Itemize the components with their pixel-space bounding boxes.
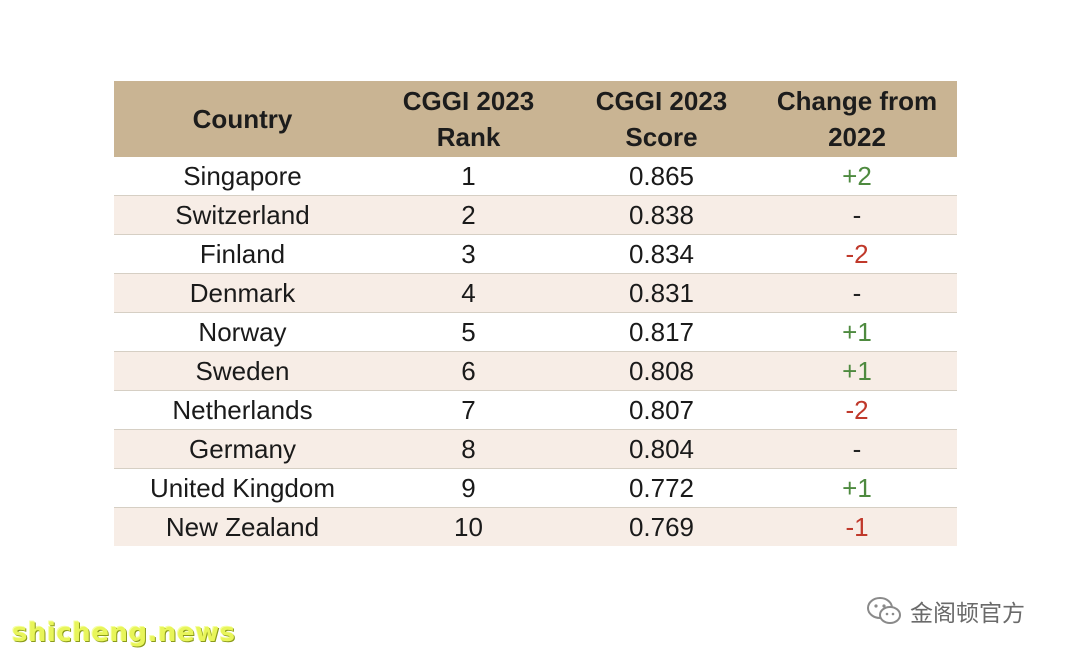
cell-score: 0.808 — [566, 351, 757, 391]
table-row: Denmark 4 0.831- — [114, 273, 957, 313]
cell-change: +1 — [757, 468, 957, 508]
cggi-ranking-table-container: Country CGGI 2023 Rank CGGI 2023 Score C… — [114, 81, 957, 546]
cell-score: 0.838 — [566, 195, 757, 235]
cell-rank: 1 — [371, 157, 566, 196]
table-row: United Kingdom 9 0.772 +1 — [114, 468, 957, 508]
table-row: Norway 5 0.817 +1 — [114, 312, 957, 352]
cell-rank: 6 — [371, 351, 566, 391]
cell-change: -2 — [757, 390, 957, 430]
header-change-line2: 2022 — [828, 122, 886, 152]
cell-change: +1 — [757, 312, 957, 352]
header-score-line1: CGGI 2023 — [595, 86, 728, 116]
cell-rank: 5 — [371, 312, 566, 352]
cell-country: Singapore — [114, 157, 371, 196]
table-header: Country CGGI 2023 Rank CGGI 2023 Score C… — [114, 81, 957, 157]
cell-score: 0.865 — [566, 157, 757, 196]
cell-country: United Kingdom — [114, 468, 371, 508]
cell-score: 0.831 — [566, 273, 757, 313]
cell-country: Germany — [114, 429, 371, 469]
cell-score: 0.769 — [566, 507, 757, 546]
header-score: CGGI 2023 Score — [566, 81, 757, 157]
cell-score: 0.807 — [566, 390, 757, 430]
cell-change: -2 — [757, 234, 957, 274]
cell-country: New Zealand — [114, 507, 371, 546]
table-row: Finland 3 0.834 -2 — [114, 234, 957, 274]
header-row: Country CGGI 2023 Rank CGGI 2023 Score C… — [114, 81, 957, 157]
cell-country: Denmark — [114, 273, 371, 313]
cell-rank: 2 — [371, 195, 566, 235]
cell-change: +2 — [757, 157, 957, 196]
table-row: Sweden 6 0.808 +1 — [114, 351, 957, 391]
cell-change: -1 — [757, 507, 957, 546]
header-country: Country — [114, 81, 371, 157]
cell-score: 0.834 — [566, 234, 757, 274]
header-rank-line1: CGGI 2023 — [402, 86, 535, 116]
table-row: Netherlands 7 0.807 -2 — [114, 390, 957, 430]
header-rank: CGGI 2023 Rank — [371, 81, 566, 157]
wechat-icon — [867, 597, 901, 624]
cell-score: 0.817 — [566, 312, 757, 352]
table-body: Singapore 1 0.865 +2 Switzerland 2 0.838- Finla… — [114, 157, 957, 546]
cell-change: +1 — [757, 351, 957, 391]
wechat-account-name: 金阁顿官方 — [910, 601, 1025, 627]
cell-country: Netherlands — [114, 390, 371, 430]
cell-rank: 10 — [371, 507, 566, 546]
cell-score: 0.804 — [566, 429, 757, 469]
cggi-ranking-table: Country CGGI 2023 Rank CGGI 2023 Score C… — [114, 81, 957, 546]
cell-score: 0.772 — [566, 468, 757, 508]
table-row: Switzerland 2 0.838- — [114, 195, 957, 235]
header-score-line2: Score — [625, 122, 698, 152]
header-change: Change from 2022 — [757, 81, 957, 157]
header-change-line1: Change from — [776, 86, 938, 116]
cell-country: Sweden — [114, 351, 371, 391]
cell-rank: 3 — [371, 234, 566, 274]
table-row: New Zealand 10 0.769 -1 — [114, 507, 957, 546]
table-row: Singapore 1 0.865 +2 — [114, 157, 957, 196]
cell-change: - — [757, 429, 957, 469]
header-rank-line2: Rank — [436, 122, 501, 152]
cell-country: Finland — [114, 234, 371, 274]
cell-change: - — [757, 273, 957, 313]
cell-country: Switzerland — [114, 195, 371, 235]
cell-rank: 9 — [371, 468, 566, 508]
cell-country: Norway — [114, 312, 371, 352]
cell-rank: 4 — [371, 273, 566, 313]
header-country-label: Country — [192, 104, 293, 134]
cell-change: - — [757, 195, 957, 235]
site-watermark: shicheng.news — [12, 618, 236, 648]
cell-rank: 8 — [371, 429, 566, 469]
wechat-watermark: 金阁顿官方 — [866, 594, 1025, 628]
table-row: Germany 8 0.804- — [114, 429, 957, 469]
cell-rank: 7 — [371, 390, 566, 430]
